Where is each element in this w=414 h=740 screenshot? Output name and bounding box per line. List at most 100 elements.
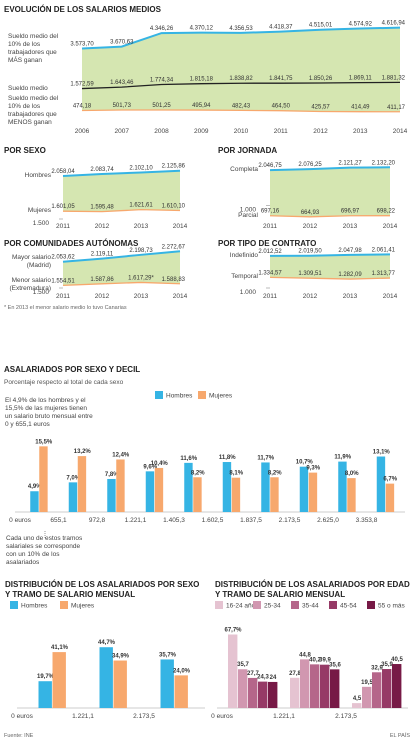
series-line <box>269 215 391 218</box>
bar <box>77 456 87 512</box>
legend-label: 16-24 años <box>226 603 259 610</box>
series-line <box>269 276 391 280</box>
value-label: 1.587,86 <box>90 277 114 283</box>
legend-label: 55 o más <box>378 603 405 610</box>
bar <box>228 634 238 708</box>
series-name: Sueldo medio del 10% de los trabajadores… <box>8 94 59 126</box>
value-label: 2.198,73 <box>129 248 153 254</box>
y-tick-label: 1.500 <box>33 289 50 296</box>
y-tick-label: 1.000 <box>240 289 257 296</box>
chart-title: DISTRIBUCIÓN DE LOS ASALARIADOS POR EDAD… <box>215 580 410 599</box>
bar <box>385 483 395 512</box>
band-fill <box>82 27 400 112</box>
value-label: 696,97 <box>341 209 360 215</box>
value-label: 664,93 <box>301 210 320 216</box>
x-tick-label: 2013 <box>134 223 149 230</box>
value-label: 2.058,04 <box>51 169 75 175</box>
legend-label: 45-54 <box>340 603 357 610</box>
value-label: 1.282,09 <box>338 272 362 278</box>
value-label: 34,9% <box>112 654 130 660</box>
band-fill <box>270 167 390 217</box>
x-tick-label: 0 euros <box>211 713 233 720</box>
series-name: Hombres <box>24 171 51 179</box>
value-label: 4.346,26 <box>150 26 174 32</box>
value-label: 2.061,41 <box>372 247 396 253</box>
x-tick-label: 2011 <box>56 293 70 300</box>
value-label: 3.670,63 <box>110 40 134 46</box>
chart-title: EVOLUCIÓN DE LOS SALARIOS MEDIOS <box>4 5 162 14</box>
chart-title: DISTRIBUCIÓN DE LOS ASALARIADOS POR SEXO… <box>5 580 200 599</box>
bar <box>116 459 125 512</box>
value-label: 411,17 <box>387 105 406 111</box>
bar <box>52 652 66 708</box>
y-tick-label: 1.500 <box>33 220 50 227</box>
bar <box>107 478 116 512</box>
bar <box>174 675 188 708</box>
x-tick-label: 2.173,5 <box>279 517 301 524</box>
value-label: 3.573,70 <box>70 42 94 48</box>
x-tick-label: 0 euros <box>11 713 33 720</box>
x-tick-label: 2012 <box>303 293 318 300</box>
value-label: 67,7% <box>224 627 242 633</box>
series-name: Completa <box>230 166 258 174</box>
chart-title: POR SEXO <box>4 146 46 155</box>
value-label: 1.881,32 <box>382 75 406 81</box>
value-label: 10,4% <box>151 461 169 467</box>
series-line <box>62 169 181 177</box>
source: Fuente: INE <box>4 733 34 739</box>
x-tick-label: 1.221,1 <box>273 713 295 720</box>
x-tick-label: 2013 <box>343 223 358 230</box>
legend-label: 25-34 <box>264 603 281 610</box>
value-label: 1.309,51 <box>298 271 322 277</box>
bar <box>347 478 356 512</box>
value-label: 495,94 <box>192 103 211 109</box>
series-line <box>62 208 181 213</box>
value-label: 2.053,62 <box>51 255 75 261</box>
value-label: 2.121,27 <box>338 161 362 167</box>
bar <box>310 664 320 708</box>
x-tick-label: 2009 <box>194 128 209 135</box>
chart-title: ASALARIADOS POR SEXO Y DECIL <box>4 365 140 374</box>
legend-swatch <box>367 601 375 609</box>
value-label: 8,2% <box>268 470 282 476</box>
legend-label: Hombres <box>166 393 193 400</box>
value-label: 1.838,82 <box>229 76 253 82</box>
bar <box>68 482 78 512</box>
chart-title: POR TIPO DE CONTRATO <box>218 239 316 248</box>
value-label: 39,9 <box>319 658 331 664</box>
value-label: 2.019,50 <box>298 249 322 255</box>
value-label: 35,6 <box>329 662 341 668</box>
series-line <box>81 26 401 50</box>
legend-swatch <box>155 391 163 399</box>
value-label: 425,57 <box>311 104 330 110</box>
bar <box>320 664 330 708</box>
value-label: 40,5 <box>391 657 403 663</box>
value-label: 1.774,34 <box>150 78 174 84</box>
bar <box>376 456 386 512</box>
x-tick-label: 2012 <box>313 128 328 135</box>
value-label: 501,25 <box>152 103 171 109</box>
legend-swatch <box>215 601 223 609</box>
value-label: 27,7 <box>247 671 259 677</box>
x-tick-label: 2014 <box>383 223 398 230</box>
value-label: 1.850,26 <box>309 76 333 82</box>
series-line <box>269 166 391 172</box>
value-label: 24 <box>270 675 277 681</box>
value-label: 1.334,57 <box>258 270 282 276</box>
value-label: 8,2% <box>191 470 205 476</box>
value-label: 13,1% <box>373 450 391 456</box>
bar <box>99 647 113 708</box>
value-label: 6,7% <box>383 477 397 483</box>
brand: EL PAÍS <box>390 732 411 739</box>
x-tick-label: 2011 <box>263 223 277 230</box>
value-label: 1.617,29* <box>128 275 154 281</box>
x-tick-label: 2012 <box>95 293 110 300</box>
value-label: 4,9% <box>28 484 42 490</box>
value-label: 24,0% <box>173 668 191 674</box>
x-tick-label: 2013 <box>134 293 149 300</box>
value-label: 15,5% <box>35 439 53 445</box>
value-label: 1.610,10 <box>162 204 186 210</box>
bar <box>300 659 310 708</box>
series-line <box>81 81 401 90</box>
